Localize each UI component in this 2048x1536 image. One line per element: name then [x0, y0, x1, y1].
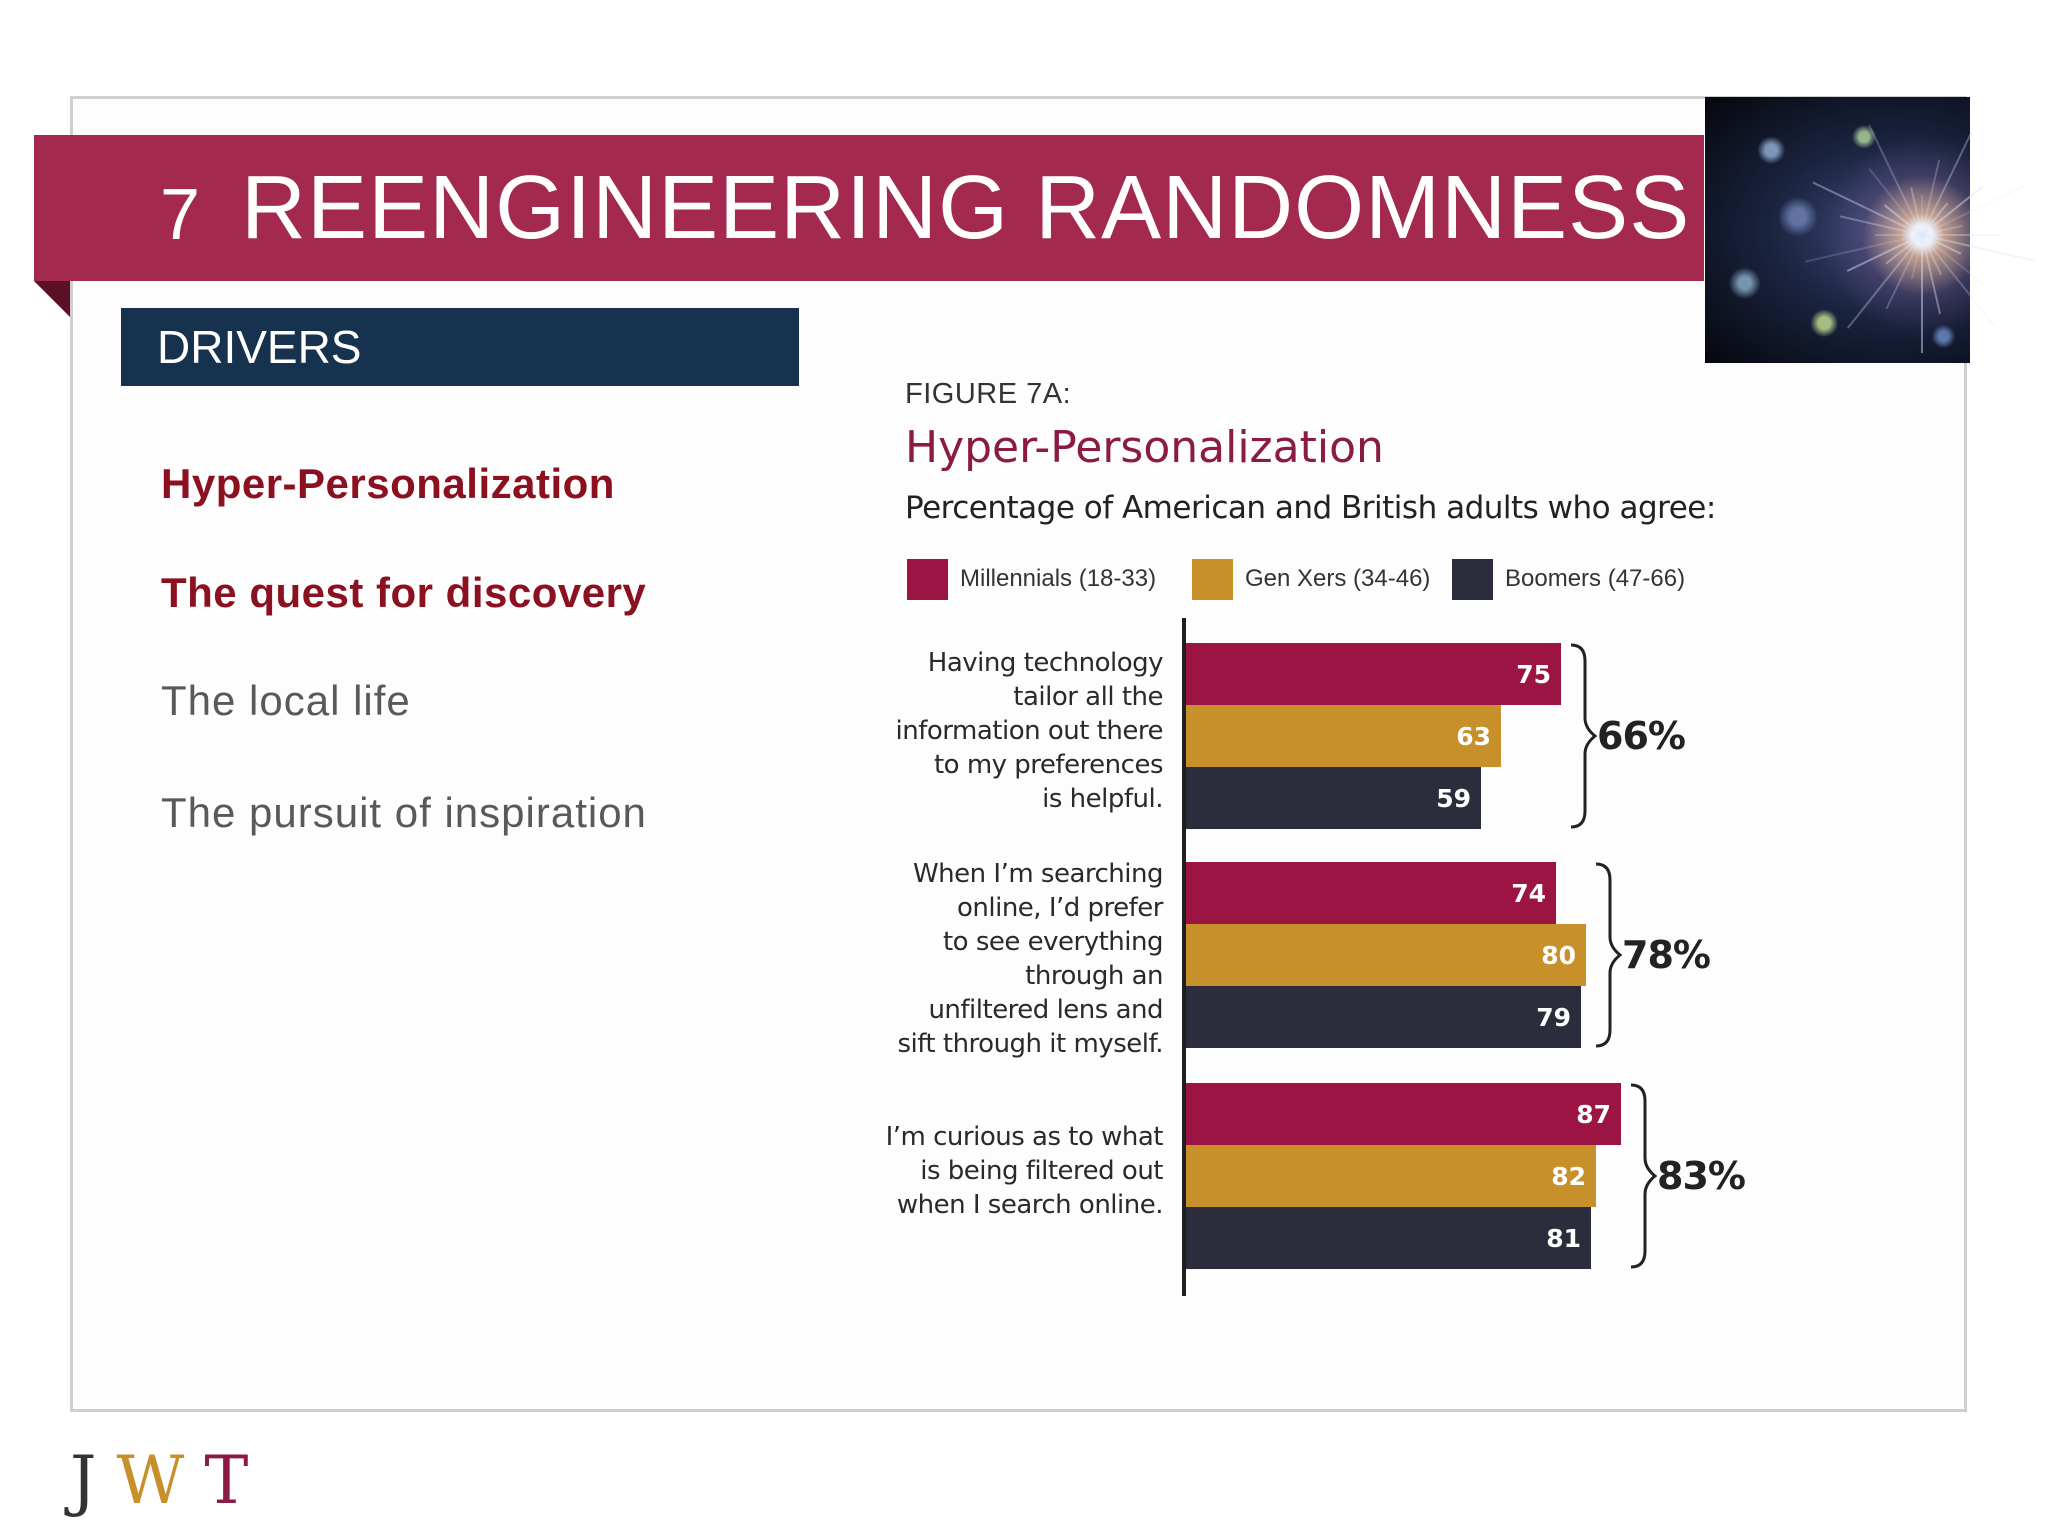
slide-title: 7 REENGINEERING RANDOMNESS	[160, 135, 1690, 281]
section-title: REENGINEERING RANDOMNESS	[241, 157, 1691, 258]
legend-label-boomers: Boomers (47-66)	[1505, 565, 1686, 592]
drivers-header: DRIVERS	[121, 308, 799, 386]
figure-title: Hyper-Personalization	[905, 422, 1384, 473]
legend-genx: Gen Xers (34-46)	[1192, 558, 1430, 600]
driver-item-local-life[interactable]: The local life	[161, 677, 411, 724]
legend-label-genx: Gen Xers (34-46)	[1245, 565, 1431, 592]
title-banner	[34, 135, 1704, 281]
fiber-strand	[1921, 195, 1923, 235]
legend-swatch-genx	[1192, 558, 1233, 600]
driver-item-hyper-personalization[interactable]: Hyper-Personalization	[161, 460, 615, 507]
jwt-logo: JWT	[70, 1442, 269, 1519]
driver-item-quest-for-discovery[interactable]: The quest for discovery	[161, 569, 647, 616]
fiber-strand	[1921, 235, 1923, 353]
legend-millennials: Millennials (18-33)	[907, 558, 1156, 600]
section-number: 7	[160, 175, 202, 255]
driver-item-pursuit-of-inspiration[interactable]: The pursuit of inspiration	[161, 789, 647, 836]
fiber-strand	[1812, 181, 1923, 236]
drivers-label: DRIVERS	[157, 321, 362, 373]
figure-label: FIGURE 7A:	[905, 378, 1072, 410]
legend-label-millennials: Millennials (18-33)	[960, 565, 1157, 592]
category-label-3: I’m curious as to what is being filtered…	[885, 1122, 1164, 1220]
figure-subtitle: Percentage of American and British adult…	[905, 490, 1716, 526]
legend-boomers: Boomers (47-66)	[1452, 558, 1685, 600]
category-label-1: Having technology tailor all the informa…	[895, 648, 1164, 814]
fiber-optic-image	[1705, 97, 2036, 363]
title-banner-fold	[34, 281, 70, 317]
legend-swatch-boomers	[1452, 558, 1493, 600]
legend-swatch-millennials	[907, 558, 948, 600]
fiber-strand	[1921, 131, 1973, 236]
category-label-2: When I’m searching online, I’d prefer to…	[897, 859, 1163, 1059]
